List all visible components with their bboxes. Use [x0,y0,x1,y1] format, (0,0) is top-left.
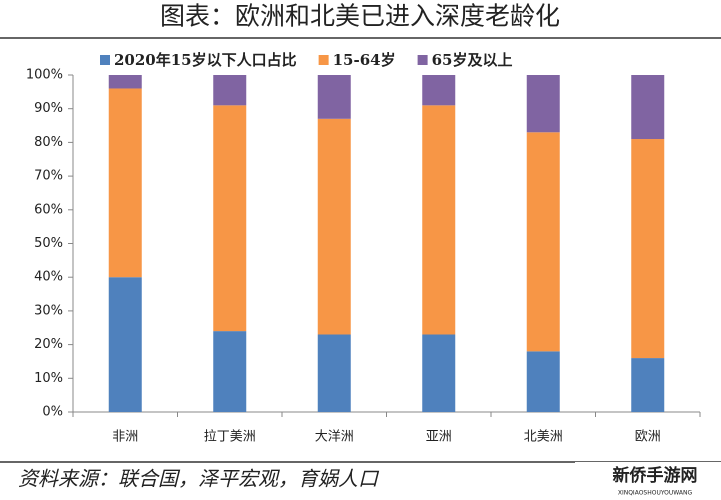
legend-swatch [318,55,329,65]
bar-segment [526,75,560,133]
bar-segment [213,105,247,332]
bar-segment [422,105,456,335]
y-tick-label: 70% [34,169,63,184]
watermark-bg [575,462,721,500]
y-tick-label: 0% [42,405,63,420]
bar-segment [631,75,665,140]
bar-segment [526,132,560,352]
legend-label: 15-64岁 [333,51,396,69]
bar-segment [213,331,247,412]
legend-label: 65岁及以上 [432,51,513,69]
legend-swatch [417,55,428,65]
source: 资料来源：联合国，泽平宏观，育娲人口 [18,467,380,491]
chart-title: 图表：欧洲和北美已进入深度老龄化 [160,2,560,31]
bar-segment [317,334,351,412]
bar-segment [422,334,456,412]
bar-segment [317,75,351,119]
x-tick-label: 欧洲 [635,430,661,445]
y-tick-label: 100% [26,68,63,83]
x-tick-label: 大洋洲 [315,430,354,445]
x-tick-label: 亚洲 [426,430,452,445]
watermark: 新侨手游网 [613,465,698,486]
y-tick-label: 10% [34,371,63,386]
watermark-sub: XINQIAOSHOUYOUWANG [618,490,693,497]
y-tick-label: 40% [34,270,63,285]
x-tick-label: 非洲 [112,430,138,445]
y-tick-label: 50% [34,236,63,251]
bar-segment [526,351,560,412]
bar-segment [631,139,665,359]
x-tick-label: 北美洲 [524,430,563,445]
bar-segment [422,75,456,106]
legend-swatch [100,55,110,65]
legend-label: 2020年15岁以下人口占比 [114,51,297,69]
bar-segment [108,75,142,89]
y-tick-label: 90% [34,101,63,116]
bar-segment [631,358,665,412]
y-tick-label: 80% [34,135,63,150]
y-tick-label: 30% [34,303,63,318]
bar-segment [317,118,351,335]
bar-segment [108,277,142,412]
x-tick-label: 拉丁美洲 [204,430,256,445]
bar-segment [108,88,142,278]
y-tick-label: 60% [34,202,63,217]
bar-segment [213,75,247,106]
y-tick-label: 20% [34,337,63,352]
